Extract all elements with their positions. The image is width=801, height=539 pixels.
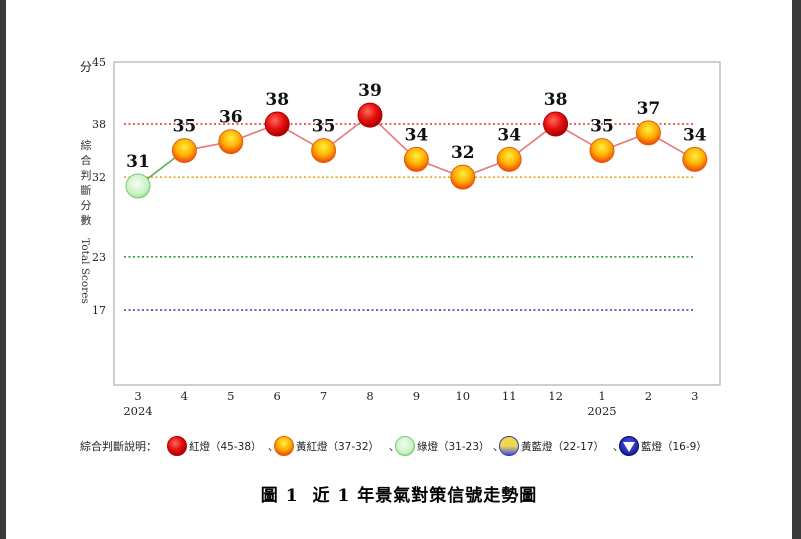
data-point xyxy=(171,138,197,164)
figure-caption: 圖 1 近 1 年景氣對策信號走勢圖 xyxy=(6,481,792,506)
data-label: 34 xyxy=(497,125,521,145)
data-point xyxy=(357,102,383,128)
legend-item-label: 黃藍燈（22-17） xyxy=(521,440,604,453)
data-point xyxy=(264,111,290,137)
page: 45 38 32 23 17 分綜合判斷分數 Total Scores 3 4 5 6 7 8 9 10 11… xyxy=(6,0,792,539)
y-tick-label: 45 xyxy=(92,56,106,69)
y-axis-label-en: Total Scores xyxy=(79,238,91,304)
y-axis-label-char: 判 xyxy=(81,169,92,182)
data-label: 34 xyxy=(405,125,429,145)
figure-number: 圖 1 xyxy=(260,486,299,506)
data-label: 35 xyxy=(312,117,336,137)
x-tick-label: 3 xyxy=(691,389,698,403)
x-tick-label: 7 xyxy=(320,389,327,403)
legend-separator: 、 xyxy=(613,441,624,453)
data-point xyxy=(125,173,151,199)
x-tick-label: 10 xyxy=(455,389,470,403)
data-point xyxy=(450,164,476,190)
legend-item-label: 黃紅燈（37-32） xyxy=(296,440,379,453)
legend-title: 綜合判斷說明： xyxy=(80,439,157,453)
data-label: 35 xyxy=(590,117,614,137)
data-point xyxy=(635,120,661,146)
y-tick-label: 17 xyxy=(92,304,106,317)
data-label: 39 xyxy=(358,81,382,101)
data-point xyxy=(496,146,522,172)
legend-marker xyxy=(274,436,294,456)
x-tick-label: 2 xyxy=(645,389,652,403)
data-label: 34 xyxy=(683,125,707,145)
legend-item-label: 藍燈（16-9） xyxy=(641,440,707,453)
legend-marker xyxy=(167,436,187,456)
x-tick-label: 1 xyxy=(598,389,605,403)
y-axis-label-char: 合 xyxy=(81,153,92,167)
legend-separator: 、 xyxy=(389,441,400,453)
legend-separator: 、 xyxy=(268,441,279,453)
figure-title: 近 1 年景氣對策信號走勢圖 xyxy=(312,486,538,506)
data-label: 35 xyxy=(173,117,197,137)
data-label: 36 xyxy=(219,108,243,128)
y-axis-label-char: 斷 xyxy=(81,184,92,197)
x-tick-label: 11 xyxy=(502,389,517,403)
legend-marker-triangle xyxy=(623,442,635,452)
data-label: 37 xyxy=(637,99,661,119)
y-axis-label-char: 數 xyxy=(81,214,92,227)
x-tick-label: 8 xyxy=(366,389,373,403)
data-label: 38 xyxy=(265,90,289,110)
y-unit-label: 分 xyxy=(80,60,92,74)
legend-marker xyxy=(395,436,415,456)
y-tick-label: 32 xyxy=(92,171,106,184)
x-year-label: 2025 xyxy=(587,404,616,418)
legend-item-label: 紅燈（45-38） xyxy=(189,440,262,453)
data-label: 32 xyxy=(451,143,475,163)
legend-separator: 、 xyxy=(493,441,504,453)
x-tick-label: 9 xyxy=(413,389,420,403)
data-point xyxy=(403,146,429,172)
x-tick-label: 4 xyxy=(181,389,188,403)
data-point xyxy=(682,146,708,172)
data-point xyxy=(543,111,569,137)
x-year-label: 2024 xyxy=(123,404,152,418)
data-point xyxy=(311,138,337,164)
y-axis-label-char: 分 xyxy=(81,199,92,212)
y-axis-label-char: 綜 xyxy=(81,138,92,152)
x-tick-label: 3 xyxy=(134,389,141,403)
legend-marker xyxy=(499,436,519,456)
data-point xyxy=(589,138,615,164)
data-label: 31 xyxy=(126,152,150,172)
y-tick-label: 38 xyxy=(92,118,106,131)
x-tick-label: 6 xyxy=(274,389,281,403)
y-tick-label: 23 xyxy=(92,251,106,264)
data-label: 38 xyxy=(544,90,568,110)
legend-item-label: 綠燈（31-23） xyxy=(417,440,490,453)
plot-frame xyxy=(113,61,721,386)
x-tick-label: 12 xyxy=(548,389,563,403)
data-point xyxy=(218,129,244,155)
x-tick-label: 5 xyxy=(227,389,234,403)
